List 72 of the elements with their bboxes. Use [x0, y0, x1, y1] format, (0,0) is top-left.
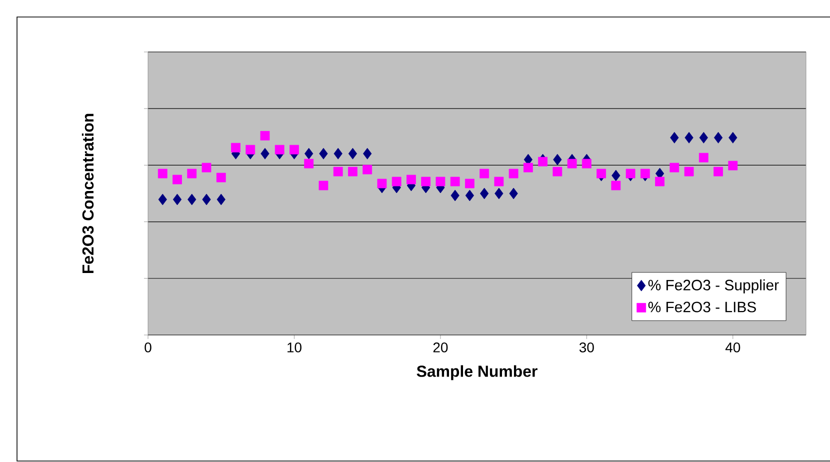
- point: [626, 168, 636, 178]
- point: [158, 194, 167, 206]
- point: [523, 162, 533, 172]
- point: [567, 158, 577, 168]
- point: [612, 170, 620, 182]
- x-tick-label: 30: [579, 342, 594, 352]
- point: [187, 168, 197, 178]
- point: [260, 130, 270, 140]
- point: [377, 178, 387, 188]
- point: [260, 148, 270, 160]
- point: [494, 188, 504, 200]
- point: [304, 148, 314, 160]
- point: [480, 188, 489, 200]
- point: [231, 142, 240, 152]
- point: [202, 162, 212, 172]
- point: [348, 148, 358, 160]
- point: [304, 158, 314, 168]
- point: [728, 132, 738, 144]
- point: [274, 144, 284, 154]
- point: [216, 172, 226, 182]
- point: [188, 194, 196, 206]
- point: [552, 166, 562, 176]
- point: [714, 132, 723, 144]
- point: [494, 176, 504, 186]
- point: [538, 156, 548, 166]
- point: [363, 148, 372, 160]
- point: [698, 152, 708, 162]
- point: [216, 194, 226, 206]
- x-tick-label: 0: [144, 342, 152, 352]
- point: [480, 168, 490, 178]
- point: [290, 144, 299, 154]
- point: [670, 132, 679, 144]
- point: [172, 174, 182, 184]
- x-tick-label: 20: [433, 342, 448, 352]
- x-axis-title: Sample Number: [416, 365, 538, 380]
- point: [450, 176, 460, 186]
- point: [421, 176, 431, 186]
- point: [714, 166, 723, 176]
- legend-label: % Fe2O3 - Supplier: [648, 279, 779, 294]
- point: [464, 178, 474, 188]
- point: [670, 162, 680, 172]
- point: [465, 190, 474, 202]
- point: [553, 154, 562, 166]
- y-axis-title: Fe2O3 Concentration: [82, 114, 94, 274]
- x-tick-label: 10: [288, 342, 302, 352]
- point: [655, 176, 664, 186]
- point: [684, 166, 694, 176]
- point: [334, 148, 342, 160]
- point: [596, 168, 606, 178]
- point: [392, 176, 402, 186]
- legend-label: % Fe2O3 - LIBS: [648, 302, 756, 312]
- point: [348, 166, 358, 176]
- point: [406, 174, 416, 184]
- x-tick-label: 40: [725, 342, 740, 352]
- point: [436, 176, 446, 186]
- point: [319, 148, 328, 160]
- point: [509, 188, 518, 200]
- point: [684, 132, 694, 144]
- point: [699, 132, 708, 144]
- point: [611, 180, 621, 190]
- point: [728, 160, 738, 170]
- point: [640, 168, 650, 178]
- point: [158, 168, 168, 178]
- point: [246, 144, 256, 154]
- point: [362, 164, 372, 174]
- point: [450, 190, 460, 202]
- point: [333, 166, 343, 176]
- point: [508, 168, 518, 178]
- point: [582, 158, 592, 168]
- point: [172, 194, 182, 206]
- point: [202, 194, 211, 206]
- point: [318, 180, 328, 190]
